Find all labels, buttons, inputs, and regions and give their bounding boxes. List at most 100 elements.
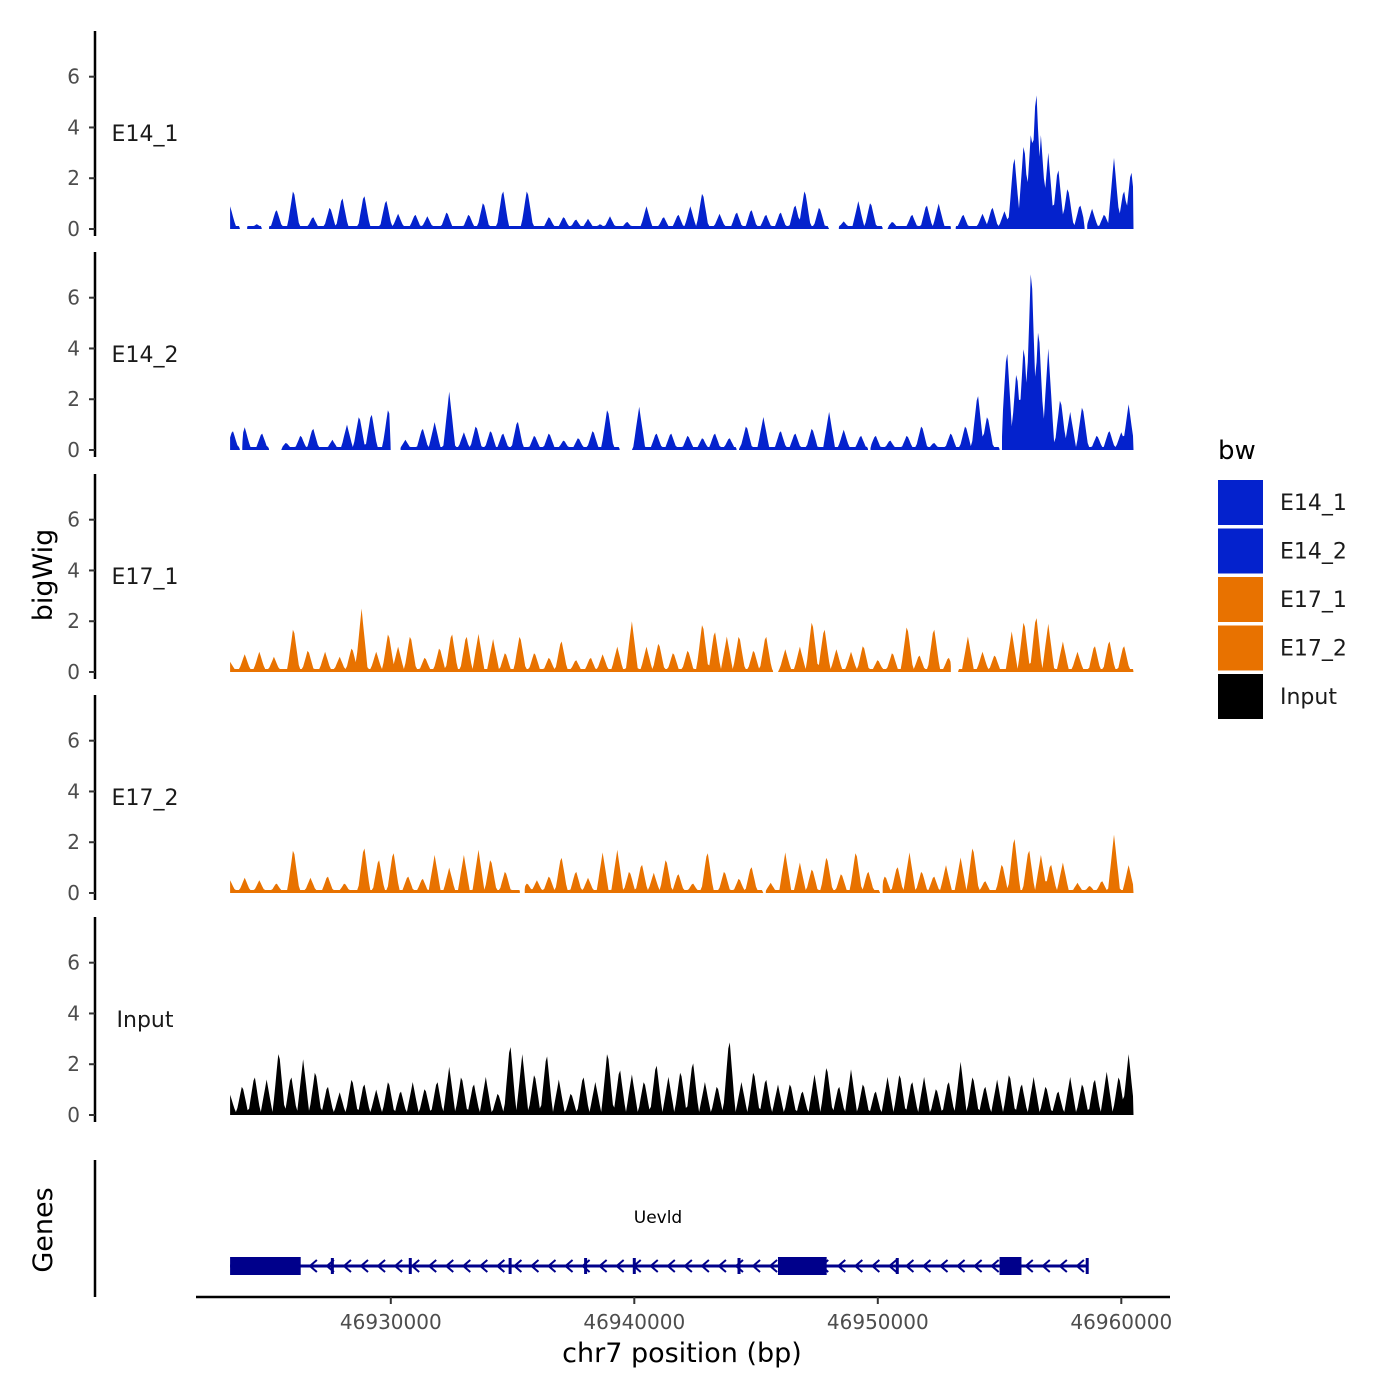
coverage-gap bbox=[950, 474, 959, 672]
strand-arrow bbox=[768, 1259, 778, 1273]
y-tick-label: 2 bbox=[67, 609, 80, 633]
strand-arrow bbox=[990, 1259, 1000, 1273]
track-input: 0 2 4 6 Input bbox=[67, 917, 1134, 1127]
x-tick-label: 46940000 bbox=[583, 1310, 685, 1334]
legend-label: E14_1 bbox=[1280, 491, 1347, 516]
signal-area-e17_2 bbox=[230, 834, 1134, 893]
y-tick-label: 0 bbox=[67, 881, 80, 905]
strand-arrow bbox=[342, 1259, 352, 1273]
strand-arrow bbox=[581, 1259, 591, 1273]
strand-arrow bbox=[461, 1259, 471, 1273]
strand-arrow bbox=[649, 1259, 659, 1273]
strand-arrow bbox=[1024, 1259, 1034, 1273]
coverage-gap bbox=[950, 31, 956, 229]
x-axis: 46930000 46940000 46950000 46960000 bbox=[196, 1295, 1172, 1334]
track-label: E17_2 bbox=[112, 786, 179, 811]
y-tick-label: 2 bbox=[67, 830, 80, 854]
signal-area-input bbox=[230, 1042, 1134, 1115]
strand-arrow bbox=[308, 1259, 318, 1273]
coverage-gap bbox=[519, 695, 525, 893]
y-tick-label: 2 bbox=[67, 166, 80, 190]
y-tick-label: 4 bbox=[67, 558, 80, 582]
y-tick-label: 6 bbox=[67, 508, 80, 532]
strand-arrow bbox=[700, 1259, 710, 1273]
legend-label: E17_1 bbox=[1280, 588, 1347, 613]
coverage-gap bbox=[773, 474, 778, 672]
track-e17_2: 0 2 4 6 E17_2 bbox=[67, 695, 1134, 905]
y-tick-label: 0 bbox=[67, 1103, 80, 1127]
y-tick-label: 4 bbox=[67, 115, 80, 139]
exon-block bbox=[230, 1257, 301, 1275]
strand-arrow bbox=[598, 1259, 608, 1273]
coverage-gap bbox=[239, 252, 243, 450]
signal-area-e14_1 bbox=[230, 95, 1134, 230]
strand-arrow bbox=[427, 1259, 437, 1273]
bigwig-tracks: 0 2 4 6 E14_1 0 2 4 6 E14_2 0 2 4 6 E17_1 0 2 4 6 E17_2 0 2 4 6… bbox=[67, 31, 1134, 1127]
y-tick-label: 0 bbox=[67, 217, 80, 241]
coverage-gap bbox=[1084, 31, 1088, 229]
legend-swatch-input bbox=[1218, 674, 1263, 719]
strand-arrow bbox=[444, 1259, 454, 1273]
y-tick-label: 6 bbox=[67, 65, 80, 89]
strand-arrow bbox=[666, 1259, 676, 1273]
strand-arrow bbox=[393, 1259, 403, 1273]
strand-arrow bbox=[1041, 1259, 1051, 1273]
track-label: E14_2 bbox=[112, 343, 179, 368]
exon-block bbox=[777, 1257, 827, 1275]
exon-mark bbox=[895, 1258, 899, 1274]
strand-arrow bbox=[751, 1259, 761, 1273]
strand-arrow bbox=[1075, 1259, 1085, 1273]
strand-arrow bbox=[853, 1259, 863, 1273]
strand-arrow bbox=[973, 1259, 983, 1273]
x-tick-label: 46930000 bbox=[340, 1310, 442, 1334]
strand-arrow bbox=[495, 1259, 506, 1273]
gene-name-label: Uevld bbox=[634, 1208, 682, 1228]
legend-swatch-e14_2 bbox=[1218, 528, 1263, 574]
strand-arrow bbox=[921, 1259, 932, 1273]
gene-panel: Uevld bbox=[93, 1160, 1089, 1297]
coverage-gap bbox=[882, 31, 888, 229]
strand-arrow bbox=[359, 1259, 369, 1273]
y-tick-label: 0 bbox=[67, 438, 80, 462]
strand-arrow bbox=[683, 1259, 693, 1273]
strand-arrow bbox=[478, 1259, 488, 1273]
gene-panel-label: Genes bbox=[28, 1187, 59, 1272]
strand-arrow bbox=[870, 1259, 881, 1273]
strand-arrow bbox=[887, 1259, 898, 1273]
y-tick-label: 0 bbox=[67, 660, 80, 684]
legend-swatch-e17_2 bbox=[1218, 625, 1263, 671]
strand-arrow bbox=[939, 1259, 949, 1273]
coverage-gap bbox=[999, 252, 1002, 450]
strand-arrow bbox=[956, 1259, 966, 1273]
track-label: E14_1 bbox=[112, 122, 179, 147]
track-label: E17_1 bbox=[112, 565, 179, 590]
x-tick-label: 46960000 bbox=[1070, 1310, 1172, 1334]
strand-arrow bbox=[564, 1259, 574, 1273]
y-tick-label: 6 bbox=[67, 951, 80, 975]
track-e14_1: 0 2 4 6 E14_1 bbox=[67, 31, 1134, 241]
legend-label: E17_2 bbox=[1280, 637, 1347, 662]
strand-arrow bbox=[836, 1259, 846, 1273]
coverage-gap bbox=[868, 252, 871, 450]
y-tick-label: 4 bbox=[67, 1001, 80, 1025]
y-tick-label: 4 bbox=[67, 779, 80, 803]
y-axis-title: bigWig bbox=[28, 529, 59, 622]
exon-mark bbox=[508, 1258, 512, 1274]
strand-arrow bbox=[376, 1259, 386, 1273]
strand-arrow bbox=[615, 1259, 625, 1273]
exon-mark bbox=[632, 1258, 636, 1274]
track-e14_2: 0 2 4 6 E14_2 bbox=[67, 252, 1134, 462]
track-e17_1: 0 2 4 6 E17_1 bbox=[67, 474, 1134, 684]
exon-mark bbox=[408, 1258, 412, 1274]
strand-arrow bbox=[717, 1259, 727, 1273]
strand-arrow bbox=[904, 1259, 915, 1273]
legend-title: bw bbox=[1218, 436, 1256, 466]
strand-arrow bbox=[1058, 1259, 1068, 1273]
coverage-gap bbox=[239, 31, 248, 229]
y-tick-label: 6 bbox=[67, 729, 80, 753]
y-tick-label: 2 bbox=[67, 387, 80, 411]
coverage-gap bbox=[763, 695, 766, 893]
y-tick-label: 2 bbox=[67, 1052, 80, 1076]
exon-block bbox=[999, 1257, 1022, 1275]
